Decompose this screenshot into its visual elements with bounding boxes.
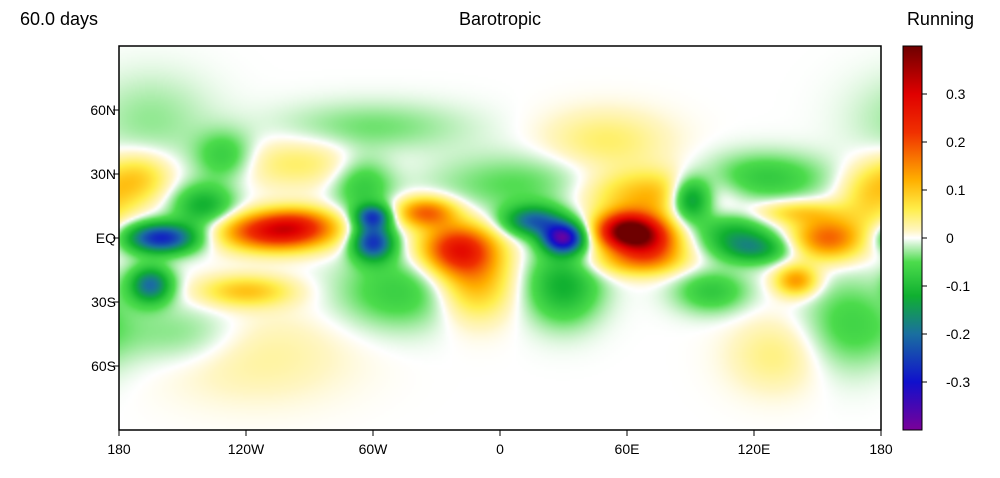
- heatmap-field: [119, 46, 881, 430]
- x-tick-label: 120W: [228, 441, 265, 457]
- y-tick-label: 60N: [90, 102, 116, 118]
- colorbar-tick-label: -0.3: [946, 374, 970, 390]
- colorbar-tick-label: -0.2: [946, 326, 970, 342]
- colorbar-tick-label: 0.3: [946, 86, 966, 102]
- x-tick-label: 60E: [615, 441, 640, 457]
- y-axis: 60N 30N EQ 30S 60S: [90, 102, 119, 374]
- colorbar: [902, 45, 923, 431]
- colorbar-axis: 0.3 0.2 0.1 0 -0.1 -0.2 -0.3: [922, 86, 970, 390]
- x-tick-label: 60W: [359, 441, 389, 457]
- colorbar-tick-label: -0.1: [946, 278, 970, 294]
- colorbar-tick-label: 0: [946, 230, 954, 246]
- right-title: Running: [906, 9, 974, 29]
- left-title: 60.0 days: [20, 9, 99, 29]
- y-tick-label: 30S: [91, 294, 116, 310]
- x-axis: 180 120W 60W 0 60E 120E 180: [107, 430, 893, 457]
- y-tick-label: 60S: [91, 358, 116, 374]
- colorbar-tick-label: 0.1: [946, 182, 966, 198]
- x-tick-label: 0: [496, 441, 504, 457]
- chart-title: Barotropic: [458, 9, 542, 29]
- y-tick-label: 30N: [90, 166, 116, 182]
- y-tick-label: EQ: [96, 230, 116, 246]
- x-tick-label: 120E: [738, 441, 771, 457]
- x-tick-label: 180: [869, 441, 893, 457]
- colorbar-tick-label: 0.2: [946, 134, 966, 150]
- x-tick-label: 180: [107, 441, 131, 457]
